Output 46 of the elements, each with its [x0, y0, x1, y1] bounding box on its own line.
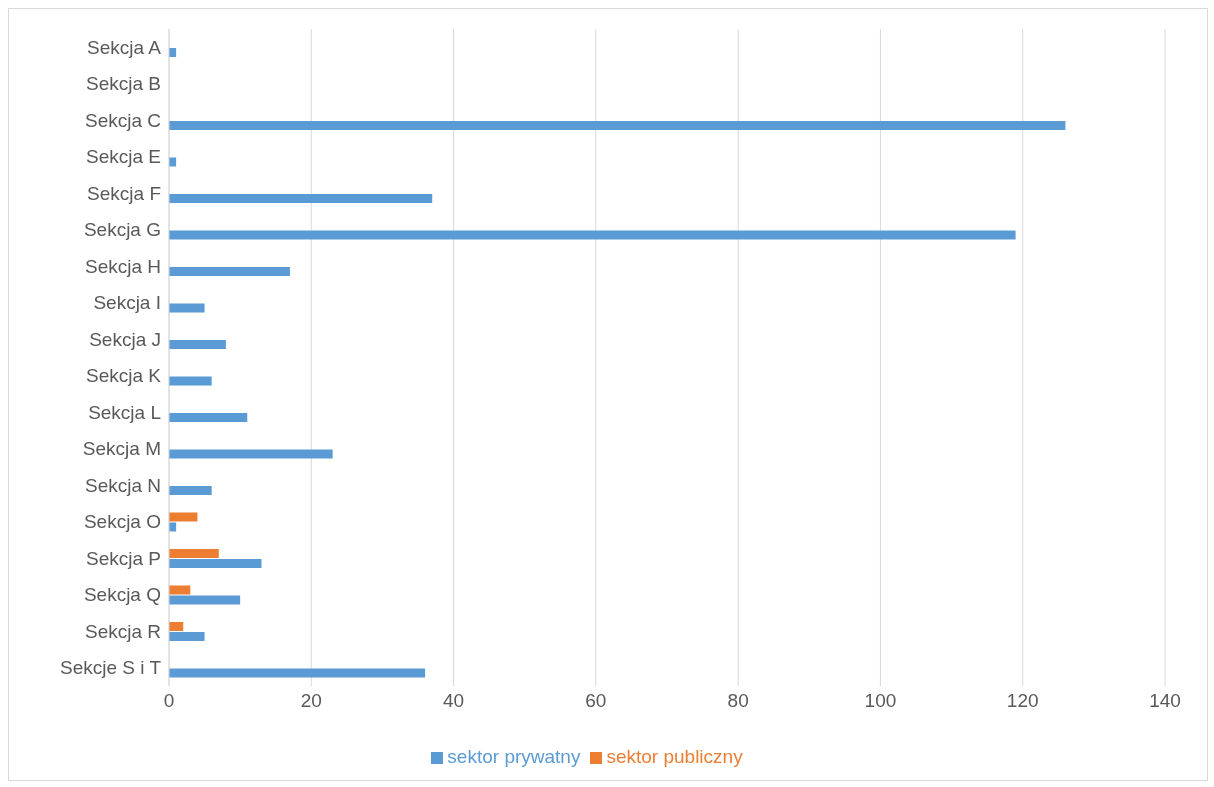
bar	[169, 340, 226, 349]
y-tick-label: Sekcja G	[83, 219, 161, 241]
bar	[169, 486, 212, 495]
y-tick-label: Sekcja B	[86, 73, 161, 95]
y-tick-label: Sekcja M	[82, 438, 161, 460]
x-tick-label: 120	[1006, 690, 1039, 712]
bar	[169, 668, 426, 678]
bar	[169, 303, 205, 313]
x-tick-label: 0	[163, 690, 175, 712]
bar	[169, 622, 184, 631]
bar	[169, 512, 198, 522]
x-tick-label: 100	[864, 690, 897, 712]
y-tick-label: Sekcja L	[88, 401, 161, 423]
x-tick-label: 80	[727, 690, 749, 712]
y-tick-label: Sekcja Q	[83, 584, 161, 606]
x-tick-label: 20	[300, 690, 322, 712]
y-tick-label: Sekcja J	[89, 328, 161, 350]
bar	[169, 267, 290, 276]
bar	[169, 632, 205, 641]
bar	[169, 595, 241, 605]
y-tick-label: Sekcja E	[86, 146, 161, 168]
bar	[169, 376, 212, 386]
bar	[169, 585, 191, 595]
x-tick-label: 40	[443, 690, 465, 712]
y-tick-label: Sekcja N	[84, 474, 161, 496]
bar	[169, 230, 1016, 240]
y-tick-label: Sekcja F	[87, 182, 161, 204]
y-tick-label: Sekcje S i T	[59, 657, 162, 679]
x-tick-label: 140	[1149, 690, 1181, 712]
bar	[169, 559, 262, 568]
y-tick-label: Sekcja H	[84, 255, 161, 277]
y-tick-label: Sekcja A	[87, 36, 162, 58]
legend-label: sektor publiczny	[606, 746, 743, 767]
x-tick-label: 60	[585, 690, 607, 712]
y-tick-label: Sekcja C	[84, 110, 161, 131]
y-tick-label: Sekcja R	[84, 620, 161, 642]
bar	[169, 549, 219, 558]
bar	[169, 121, 1066, 130]
legend-label: sektor prywatny	[447, 746, 581, 767]
y-tick-label: Sekcja P	[86, 547, 161, 569]
bar	[169, 413, 248, 422]
y-tick-label: Sekcja I	[93, 292, 161, 314]
bar	[169, 194, 433, 203]
y-tick-label: Sekcja O	[83, 511, 161, 533]
y-tick-label: Sekcja K	[86, 365, 162, 387]
bar	[169, 449, 333, 459]
